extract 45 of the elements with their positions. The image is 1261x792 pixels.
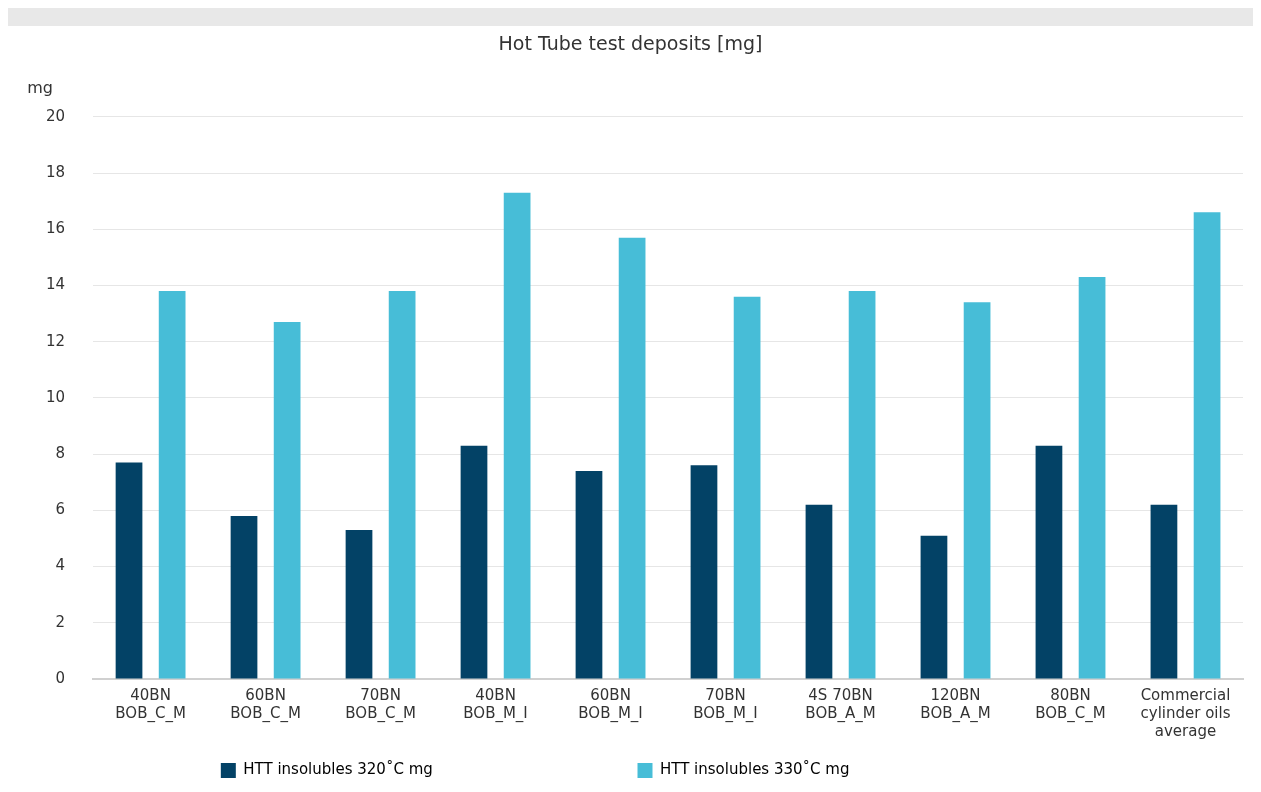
bar bbox=[690, 465, 718, 679]
bar bbox=[963, 302, 991, 679]
bar bbox=[345, 530, 373, 679]
y-tick-label: 20 bbox=[45, 106, 66, 125]
y-tick-label: 2 bbox=[55, 612, 66, 631]
bar bbox=[575, 470, 603, 679]
y-tick-label: 16 bbox=[45, 219, 66, 238]
x-tick-label: 4S 70BN BOB_A_M bbox=[805, 685, 876, 723]
bar bbox=[618, 237, 646, 679]
bar bbox=[230, 515, 258, 679]
y-tick-label: 12 bbox=[45, 331, 66, 350]
bar bbox=[848, 291, 876, 679]
bar bbox=[1193, 212, 1221, 679]
x-tick-label: 120BN BOB_A_M bbox=[920, 685, 991, 723]
y-axis-title: mg bbox=[27, 78, 53, 98]
x-tick-label: 40BN BOB_M_I bbox=[463, 685, 528, 723]
x-tick-label: 70BN BOB_M_I bbox=[693, 685, 758, 723]
bar bbox=[733, 296, 761, 679]
y-tick-label: 18 bbox=[45, 162, 66, 181]
bar bbox=[158, 291, 186, 679]
x-tick-label: 80BN BOB_C_M bbox=[1035, 685, 1106, 723]
bar bbox=[1150, 504, 1178, 679]
y-tick-label: 6 bbox=[55, 500, 66, 519]
y-tick-label: 14 bbox=[45, 275, 66, 294]
bar bbox=[920, 535, 948, 679]
y-tick-label: 8 bbox=[55, 444, 66, 463]
y-tick-label: 0 bbox=[55, 668, 66, 687]
bar bbox=[388, 291, 416, 679]
chart-title: Hot Tube test deposits [mg] bbox=[498, 32, 763, 55]
y-tick-label: 4 bbox=[55, 556, 66, 575]
x-tick-label: Commercial cylinder oils average bbox=[1140, 685, 1231, 740]
x-tick-label: 60BN BOB_M_I bbox=[578, 685, 643, 723]
bar bbox=[1078, 277, 1106, 679]
bar bbox=[503, 192, 531, 679]
y-tick-label: 10 bbox=[45, 387, 66, 406]
x-tick-label: 60BN BOB_C_M bbox=[230, 685, 301, 723]
x-tick-label: 40BN BOB_C_M bbox=[115, 685, 186, 723]
bar bbox=[460, 445, 488, 679]
legend-label: HTT insolubles 330˚C mg bbox=[660, 760, 1041, 779]
legend-label: HTT insolubles 320˚C mg bbox=[243, 760, 624, 779]
bar bbox=[1035, 445, 1063, 679]
x-tick-label: 70BN BOB_C_M bbox=[345, 685, 416, 723]
bar bbox=[805, 504, 833, 679]
bar bbox=[273, 322, 301, 679]
bar bbox=[115, 462, 143, 679]
